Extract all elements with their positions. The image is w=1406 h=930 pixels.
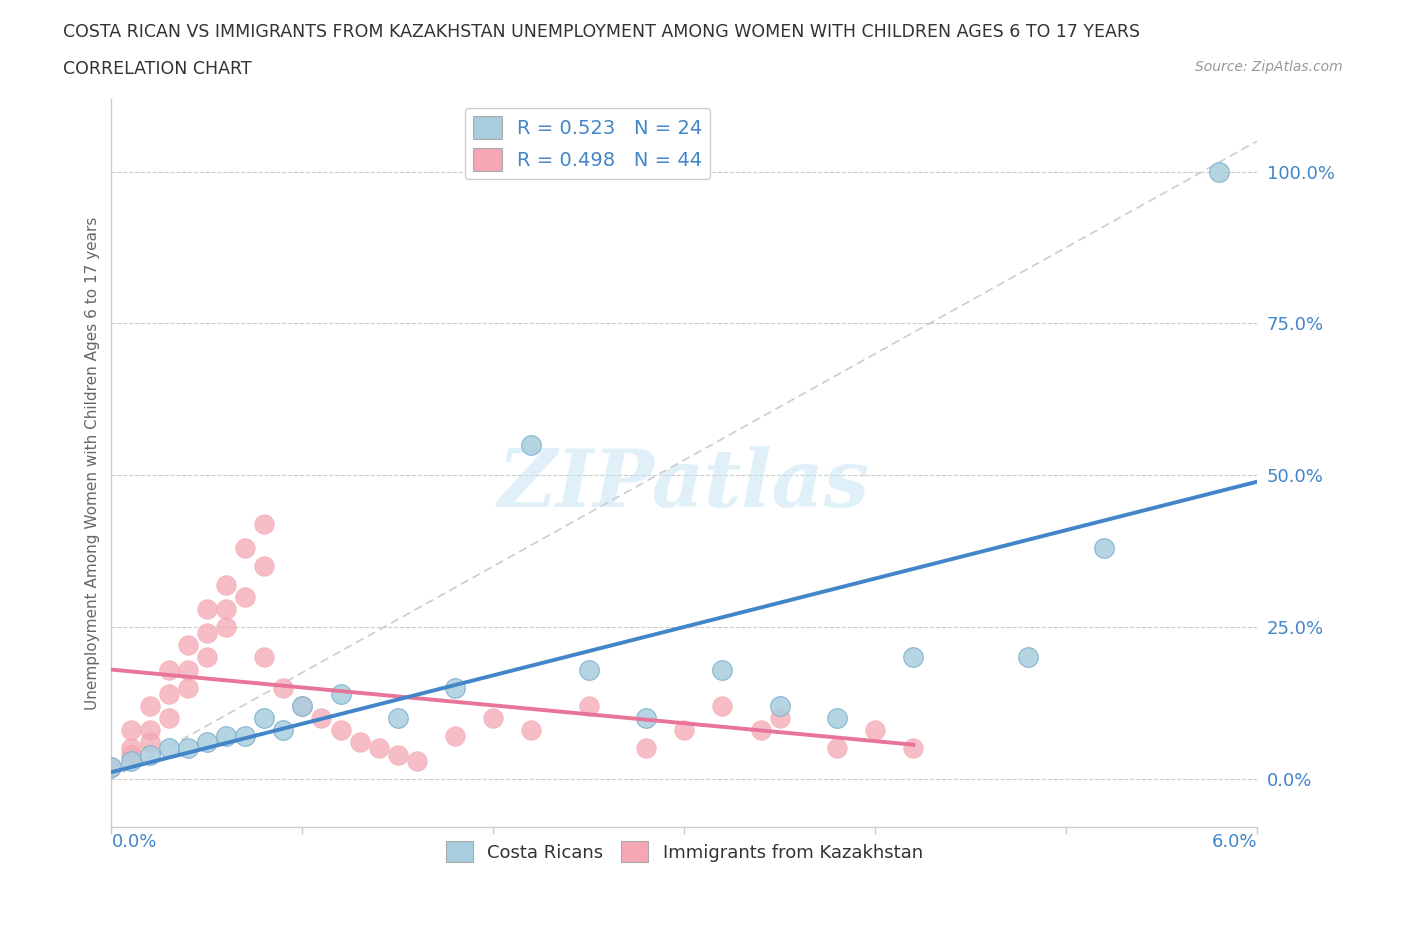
Point (157, 711, 180, 725)
Point (349, 735, 371, 750)
Point (271, 680, 294, 695)
Legend: Costa Ricans, Immigrants from Kazakhstan: Costa Ricans, Immigrants from Kazakhstan (439, 834, 931, 870)
Point (578, 662, 600, 677)
Point (387, 711, 409, 725)
Text: Source: ZipAtlas.com: Source: ZipAtlas.com (1195, 60, 1343, 74)
Point (903, 741, 925, 756)
Point (138, 747, 160, 762)
Point (863, 723, 886, 737)
Point (233, 590, 256, 604)
Point (634, 741, 657, 756)
Point (291, 698, 314, 713)
Point (195, 626, 218, 641)
Point (711, 698, 734, 713)
Point (749, 723, 772, 737)
Point (120, 741, 142, 756)
Point (177, 680, 200, 695)
Point (253, 711, 276, 725)
Point (177, 638, 200, 653)
Point (1208, 164, 1230, 179)
Point (769, 698, 792, 713)
Point (195, 602, 218, 617)
Point (253, 650, 276, 665)
Point (233, 540, 256, 555)
Point (177, 662, 200, 677)
Point (367, 741, 389, 756)
Point (215, 602, 238, 617)
Point (444, 729, 467, 744)
Text: ZIPatlas: ZIPatlas (498, 446, 870, 524)
Point (100, 759, 122, 774)
Point (215, 729, 238, 744)
Point (120, 747, 142, 762)
Point (406, 753, 429, 768)
Point (903, 650, 925, 665)
Point (253, 559, 276, 574)
Point (1017, 650, 1039, 665)
Point (215, 577, 238, 591)
Point (138, 735, 160, 750)
Point (520, 437, 543, 452)
Point (825, 711, 848, 725)
Point (444, 680, 467, 695)
Point (138, 723, 160, 737)
Point (157, 662, 180, 677)
Point (215, 619, 238, 634)
Point (673, 723, 696, 737)
Point (195, 650, 218, 665)
Point (825, 741, 848, 756)
Point (634, 711, 657, 725)
Text: 0.0%: 0.0% (111, 833, 157, 852)
Text: COSTA RICAN VS IMMIGRANTS FROM KAZAKHSTAN UNEMPLOYMENT AMONG WOMEN WITH CHILDREN: COSTA RICAN VS IMMIGRANTS FROM KAZAKHSTA… (63, 23, 1140, 41)
Point (138, 698, 160, 713)
Point (711, 662, 734, 677)
Point (520, 723, 543, 737)
Point (387, 747, 409, 762)
Point (100, 759, 122, 774)
Point (233, 729, 256, 744)
Point (578, 698, 600, 713)
Point (329, 723, 352, 737)
Point (253, 516, 276, 531)
Point (195, 735, 218, 750)
Point (482, 711, 505, 725)
Point (329, 686, 352, 701)
Y-axis label: Unemployment Among Women with Children Ages 6 to 17 years: Unemployment Among Women with Children A… (86, 217, 100, 710)
Point (157, 741, 180, 756)
Text: CORRELATION CHART: CORRELATION CHART (63, 60, 252, 78)
Point (271, 723, 294, 737)
Point (1092, 540, 1115, 555)
Point (120, 723, 142, 737)
Text: 6.0%: 6.0% (1212, 833, 1257, 852)
Point (769, 711, 792, 725)
Point (120, 753, 142, 768)
Point (291, 698, 314, 713)
Point (177, 741, 200, 756)
Point (311, 711, 333, 725)
Point (157, 686, 180, 701)
